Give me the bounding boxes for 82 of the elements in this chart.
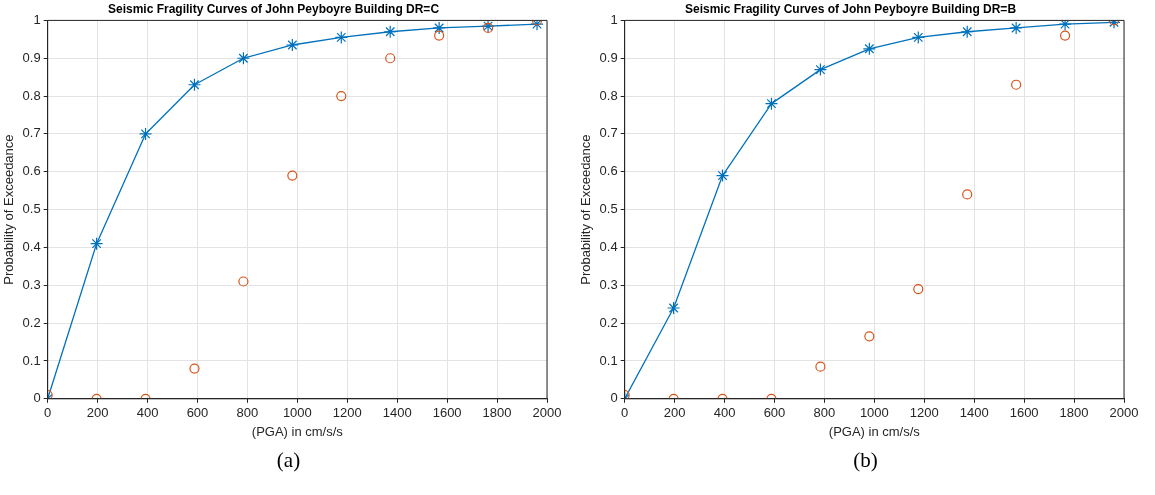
x-tick-label: 600 xyxy=(186,405,209,421)
point xyxy=(667,301,681,315)
x-tick-label: 200 xyxy=(663,405,686,421)
point xyxy=(815,361,826,372)
y-tick-label: 0.9 xyxy=(599,49,618,65)
x-tick-label: 0 xyxy=(621,405,629,421)
x-tick-label: 200 xyxy=(86,405,109,421)
x-tick-label: 800 xyxy=(813,405,836,421)
y-tick-label: 0.6 xyxy=(22,163,41,179)
x-tick-label: 1600 xyxy=(432,405,462,421)
point xyxy=(764,97,779,111)
point xyxy=(334,30,348,45)
point xyxy=(138,127,153,141)
point xyxy=(434,30,445,41)
y-tick-label: 0.1 xyxy=(22,352,41,368)
y-axis-title: Probability of Exceedance xyxy=(578,134,594,285)
x-tick-label: 400 xyxy=(713,405,736,421)
x-tick-label: 0 xyxy=(44,405,52,421)
point xyxy=(960,25,974,39)
y-tick-label: 0.8 xyxy=(599,87,618,103)
x-axis-title: (PGA) in cm/s/s xyxy=(251,423,344,439)
point xyxy=(236,51,251,65)
point xyxy=(90,237,104,251)
x-tick-label: 800 xyxy=(236,405,259,421)
text: (b) xyxy=(852,448,879,473)
point xyxy=(530,20,544,31)
point xyxy=(336,90,347,102)
x-tick-label: 400 xyxy=(136,405,159,421)
point xyxy=(962,189,973,200)
y-tick-label: 0.5 xyxy=(599,201,618,217)
point xyxy=(913,283,924,295)
point xyxy=(287,170,298,181)
point xyxy=(1011,79,1022,90)
point xyxy=(189,363,200,374)
x-tick-label: 1800 xyxy=(482,405,512,421)
y-tick-label: 0.2 xyxy=(599,314,618,330)
y-tick-label: 0.1 xyxy=(599,352,618,368)
y-tick-label: 0.7 xyxy=(22,125,41,141)
x-tick-label: 2000 xyxy=(1109,405,1139,421)
point xyxy=(187,78,202,92)
point xyxy=(1009,21,1023,35)
x-tick-label: 600 xyxy=(763,405,786,421)
x-tick-label: 1600 xyxy=(1009,405,1039,421)
x-tick-label: 1400 xyxy=(959,405,989,421)
text: (a) xyxy=(275,448,302,473)
point xyxy=(862,42,876,56)
y-tick-label: 0.2 xyxy=(22,314,41,330)
point xyxy=(383,25,397,39)
point xyxy=(432,21,446,35)
x-tick-label: 1200 xyxy=(332,405,362,421)
y-tick-label: 0.3 xyxy=(22,276,41,292)
point xyxy=(864,331,875,342)
chart-title: Seismic Fragility Curves of John Peyboyre Building DR=B xyxy=(684,1,1017,16)
y-tick-label: 1 xyxy=(610,11,618,27)
y-tick-label: 1 xyxy=(33,11,41,27)
y-axis-title: Probability of Exceedance xyxy=(1,134,17,285)
point xyxy=(385,53,396,64)
point xyxy=(1059,30,1071,41)
y-tick-label: 0.3 xyxy=(599,276,618,292)
point xyxy=(1058,20,1072,31)
x-axis-title: (PGA) in cm/s/s xyxy=(828,423,921,439)
y-tick-label: 0.4 xyxy=(599,239,618,255)
y-tick-label: 0.6 xyxy=(599,163,618,179)
point xyxy=(238,276,249,287)
y-tick-label: 0.5 xyxy=(22,201,41,217)
x-tick-label: 1800 xyxy=(1059,405,1089,421)
point xyxy=(911,30,925,45)
x-tick-label: 1000 xyxy=(282,405,312,421)
chart-title: Seismic Fragility Curves of John Peyboyre Building DR=C xyxy=(107,1,440,16)
x-tick-label: 2000 xyxy=(532,405,562,421)
y-tick-label: 0.7 xyxy=(599,125,618,141)
y-tick-label: 0.8 xyxy=(22,87,41,103)
x-tick-label: 1400 xyxy=(382,405,412,421)
y-tick-label: 0.9 xyxy=(22,49,41,65)
point xyxy=(813,62,828,77)
y-tick-label: 0.4 xyxy=(22,239,41,255)
x-tick-label: 1200 xyxy=(909,405,939,421)
y-tick-label: 0 xyxy=(33,390,41,406)
point xyxy=(285,38,299,52)
x-tick-label: 1000 xyxy=(859,405,889,421)
y-tick-label: 0 xyxy=(610,390,618,406)
point xyxy=(715,168,730,183)
